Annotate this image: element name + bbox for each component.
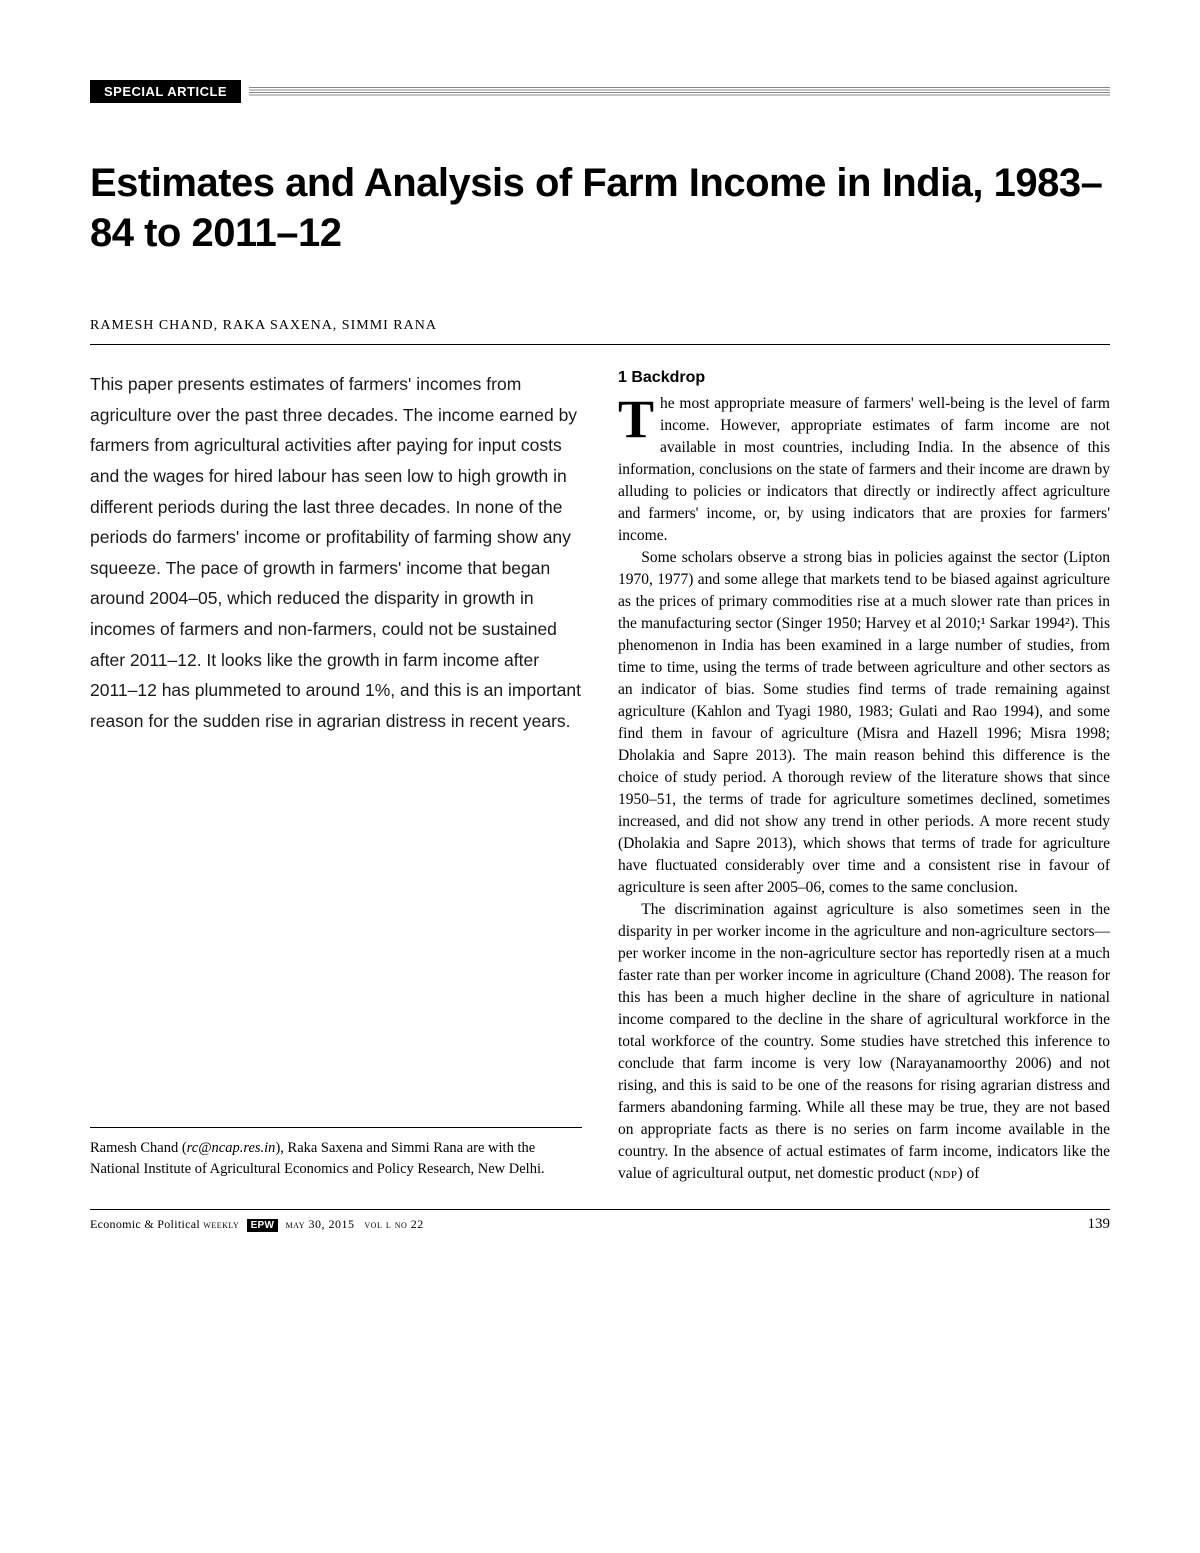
author-affiliation: Ramesh Chand (rc@ncap.res.in), Raka Saxe… [90, 1127, 582, 1182]
p3-part1: The discrimination against agriculture i… [618, 901, 1110, 1182]
paragraph-2: Some scholars observe a strong bias in p… [618, 547, 1110, 899]
two-column-content: This paper presents estimates of farmers… [90, 369, 1110, 1185]
author-email: rc@ncap.res.in [187, 1140, 276, 1156]
section-label-rule [249, 87, 1110, 97]
body-text: The most appropriate measure of farmers'… [618, 393, 1110, 1185]
section-heading: 1 Backdrop [618, 369, 1110, 387]
section-label: SPECIAL ARTICLE [90, 80, 241, 103]
dropcap: T [618, 393, 660, 443]
right-column: 1 Backdrop The most appropriate measure … [618, 369, 1110, 1185]
footer-journal: Economic & Political [90, 1217, 203, 1231]
left-column: This paper presents estimates of farmers… [90, 369, 582, 1185]
article-title: Estimates and Analysis of Farm Income in… [90, 158, 1110, 258]
footer-date: may 30, 2015 [286, 1217, 355, 1231]
abstract-text: This paper presents estimates of farmers… [90, 369, 582, 737]
p1-text: he most appropriate measure of farmers' … [618, 395, 1110, 544]
affiliation-prefix: Ramesh Chand ( [90, 1140, 187, 1156]
page-number: 139 [1088, 1216, 1111, 1233]
footer-weekly: weekly [203, 1217, 239, 1231]
paragraph-3: The discrimination against agriculture i… [618, 899, 1110, 1185]
footer-left: Economic & Political weekly EPW may 30, … [90, 1217, 424, 1232]
p3-ndp: ndp [934, 1165, 958, 1182]
column-spacer [90, 737, 582, 1127]
footer-volume: vol l no 22 [364, 1217, 423, 1231]
page-footer: Economic & Political weekly EPW may 30, … [90, 1209, 1110, 1233]
authors-line: RAMESH CHAND, RAKA SAXENA, SIMMI RANA [90, 318, 1110, 345]
p3-part2: ) of [957, 1165, 979, 1182]
section-label-bar: SPECIAL ARTICLE [90, 80, 1110, 103]
footer-epw-badge: EPW [247, 1219, 279, 1232]
paragraph-1: The most appropriate measure of farmers'… [618, 393, 1110, 547]
